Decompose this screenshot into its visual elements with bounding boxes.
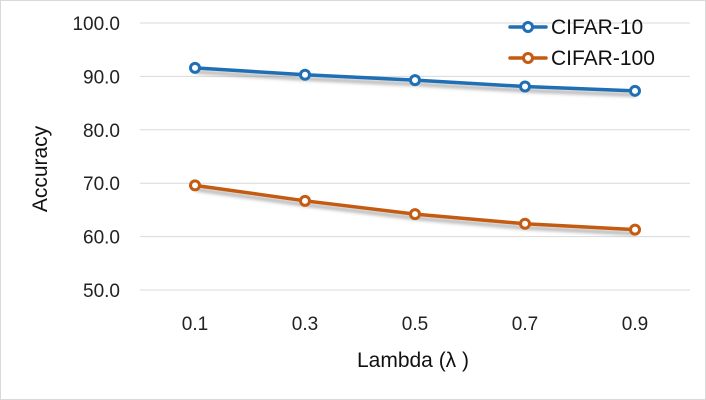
data-point-cifar100 xyxy=(299,194,311,207)
y-tick-label: 70.0 xyxy=(83,174,120,195)
legend-label-cifar10: CIFAR-10 xyxy=(551,16,643,39)
legend: CIFAR-10 CIFAR-100 xyxy=(508,16,655,70)
x-tick-label: 0.9 xyxy=(622,314,648,335)
x-tick-label: 0.3 xyxy=(292,314,318,335)
y-tick-label: 50.0 xyxy=(83,281,120,302)
legend-item-cifar100: CIFAR-100 xyxy=(508,47,655,70)
y-tick-label: 80.0 xyxy=(83,121,120,142)
data-point-cifar10 xyxy=(629,84,641,97)
x-axis-title: Lambda (λ ) xyxy=(357,349,469,372)
legend-item-cifar10: CIFAR-10 xyxy=(508,16,643,39)
y-axis-title: Accuracy xyxy=(29,125,52,212)
data-point-cifar10 xyxy=(189,61,201,74)
y-axis-ticks: 50.0 60.0 70.0 80.0 90.0 100.0 xyxy=(72,14,120,302)
series-line-cifar100 xyxy=(193,183,637,232)
x-tick-label: 0.5 xyxy=(402,314,428,335)
x-tick-label: 0.1 xyxy=(182,314,208,335)
y-tick-label: 100.0 xyxy=(72,14,120,35)
y-tick-label: 60.0 xyxy=(83,228,120,249)
data-point-cifar100 xyxy=(189,179,201,192)
data-point-cifar100 xyxy=(629,223,641,236)
legend-marker-cifar100 xyxy=(522,52,534,64)
legend-marker-cifar10 xyxy=(522,21,534,33)
data-point-cifar10 xyxy=(299,68,311,81)
x-axis-ticks: 0.1 0.3 0.5 0.7 0.9 xyxy=(182,314,648,335)
series-layer xyxy=(189,61,641,236)
data-point-cifar100 xyxy=(519,217,531,230)
legend-label-cifar100: CIFAR-100 xyxy=(551,47,655,70)
data-point-cifar10 xyxy=(519,80,531,93)
y-tick-label: 90.0 xyxy=(83,67,120,88)
data-point-cifar100 xyxy=(409,208,421,221)
data-point-cifar10 xyxy=(409,74,421,87)
x-tick-label: 0.7 xyxy=(512,314,538,335)
